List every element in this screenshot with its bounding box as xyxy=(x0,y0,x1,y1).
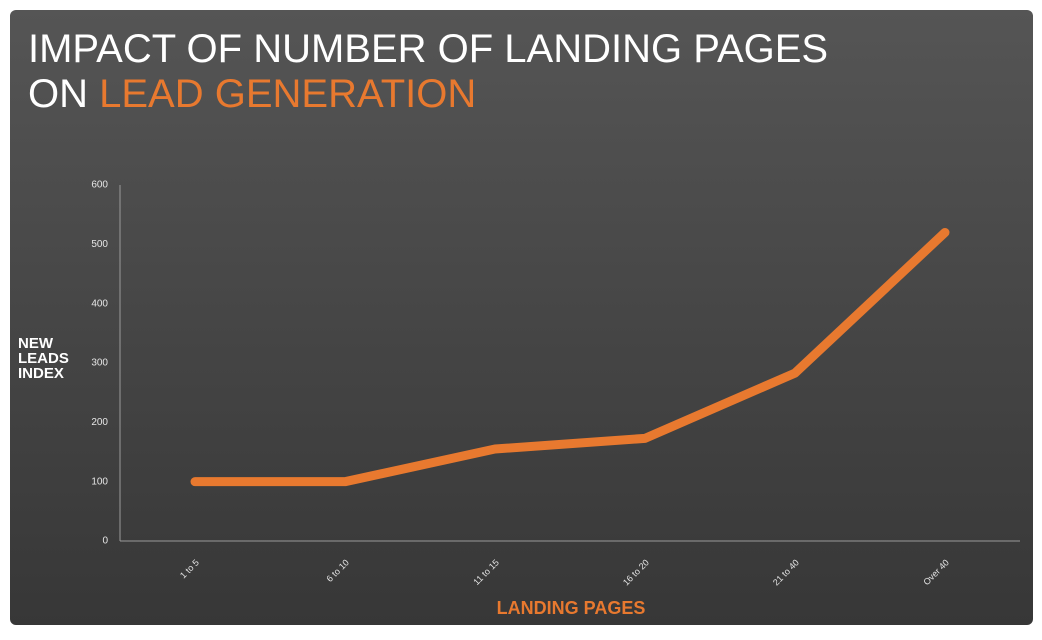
y-tick-label: 100 xyxy=(91,476,108,487)
title-highlight: LEAD GENERATION xyxy=(99,72,476,116)
y-tick-label: 500 xyxy=(91,239,108,250)
data-line xyxy=(190,227,950,487)
y-tick-label: 400 xyxy=(91,298,108,309)
title-line: ON xyxy=(28,72,88,116)
y-tick-label: 300 xyxy=(91,358,108,369)
y-tick-label: 200 xyxy=(91,417,108,428)
x-axis-label: LANDING PAGES xyxy=(497,598,646,618)
title-line: IMPACT OF NUMBER OF LANDING PAGES xyxy=(28,27,828,71)
y-axis-label: NEW LEADS INDEX xyxy=(18,335,69,382)
y-tick-label: 600 xyxy=(91,180,108,191)
chart-title: IMPACT OF NUMBER OF LANDING PAGES xyxy=(28,27,828,71)
y-tick-label: 0 xyxy=(102,536,108,547)
chart-title: ON LEAD GENERATION xyxy=(28,72,476,116)
panel xyxy=(10,10,1033,625)
